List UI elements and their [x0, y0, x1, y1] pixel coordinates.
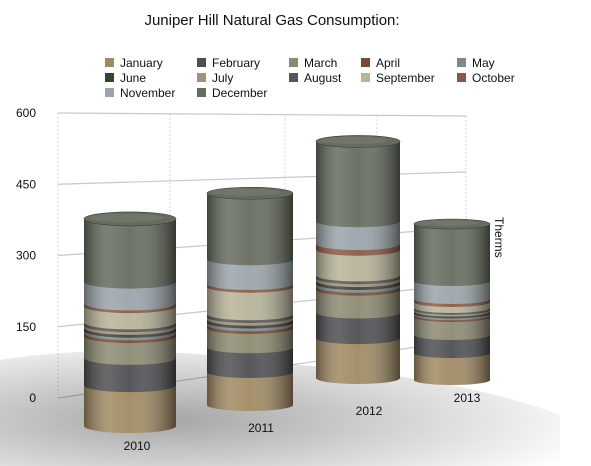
y-axis-title: Therms	[492, 217, 506, 258]
legend-label: November	[120, 86, 175, 100]
y-axis: 0150300450600	[16, 106, 36, 405]
x-tick-label: 2013	[454, 391, 481, 405]
x-axis: 2010 2011 2012 2013	[124, 391, 481, 453]
x-tick-label: 2010	[124, 439, 151, 453]
legend-swatch	[289, 58, 298, 67]
bar-cap-highlight	[211, 188, 281, 196]
grid-line	[57, 112, 467, 117]
legend-swatch	[105, 73, 114, 82]
bar-cap	[315, 135, 401, 148]
legend: January February March April May June July Augu…	[105, 56, 515, 100]
bar-stack	[315, 135, 401, 384]
legend-swatch	[361, 73, 370, 82]
legend-item: July	[197, 71, 233, 85]
legend-item: May	[457, 56, 495, 70]
legend-swatch	[197, 73, 206, 82]
legend-item: April	[361, 56, 400, 70]
y-tick-label: 150	[16, 320, 36, 334]
bar-shading	[316, 141, 400, 384]
bar-shading	[84, 218, 176, 433]
legend-label: June	[120, 71, 146, 85]
bar-cap	[413, 218, 491, 230]
legend-swatch	[105, 88, 114, 97]
bar-cap-highlight	[417, 220, 479, 226]
legend-swatch	[361, 58, 370, 67]
bar-cap	[206, 186, 294, 200]
y-tick-label: 600	[16, 106, 36, 120]
legend-label: January	[120, 56, 163, 70]
legend-label: February	[212, 56, 260, 70]
legend-item: October	[457, 71, 515, 85]
bar-stack	[413, 218, 491, 385]
legend-label: September	[376, 71, 435, 85]
legend-item: March	[289, 56, 337, 70]
legend-label: May	[472, 56, 495, 70]
chart-title: Juniper Hill Natural Gas Consumption:	[144, 12, 399, 29]
legend-swatch	[457, 58, 466, 67]
legend-item: September	[361, 71, 435, 85]
bars	[83, 135, 491, 433]
legend-swatch	[105, 58, 114, 67]
x-tick-label: 2011	[248, 421, 274, 435]
legend-label: December	[212, 86, 267, 100]
y-tick-label: 450	[16, 177, 36, 191]
legend-item: August	[289, 71, 342, 85]
legend-label: October	[472, 71, 515, 85]
legend-label: August	[304, 71, 342, 85]
bar-shading	[207, 193, 293, 411]
legend-swatch	[197, 58, 206, 67]
grid-line	[57, 171, 467, 185]
bar-cap	[83, 211, 177, 227]
legend-swatch	[289, 73, 298, 82]
legend-swatch	[457, 73, 466, 82]
bar-cap-highlight	[89, 213, 163, 223]
legend-item: December	[197, 86, 267, 100]
legend-label: July	[212, 71, 233, 85]
bar-shading	[414, 224, 490, 385]
legend-label: March	[304, 56, 337, 70]
legend-item: January	[105, 56, 163, 70]
x-tick-label: 2012	[356, 404, 383, 418]
legend-swatch	[197, 88, 206, 97]
y-tick-label: 300	[16, 249, 36, 263]
legend-label: April	[376, 56, 400, 70]
bar-stack	[83, 211, 177, 433]
legend-item: February	[197, 56, 260, 70]
bar-stack	[206, 186, 294, 411]
legend-item: November	[105, 86, 175, 100]
bar-cap-highlight	[320, 136, 388, 145]
legend-item: June	[105, 71, 146, 85]
